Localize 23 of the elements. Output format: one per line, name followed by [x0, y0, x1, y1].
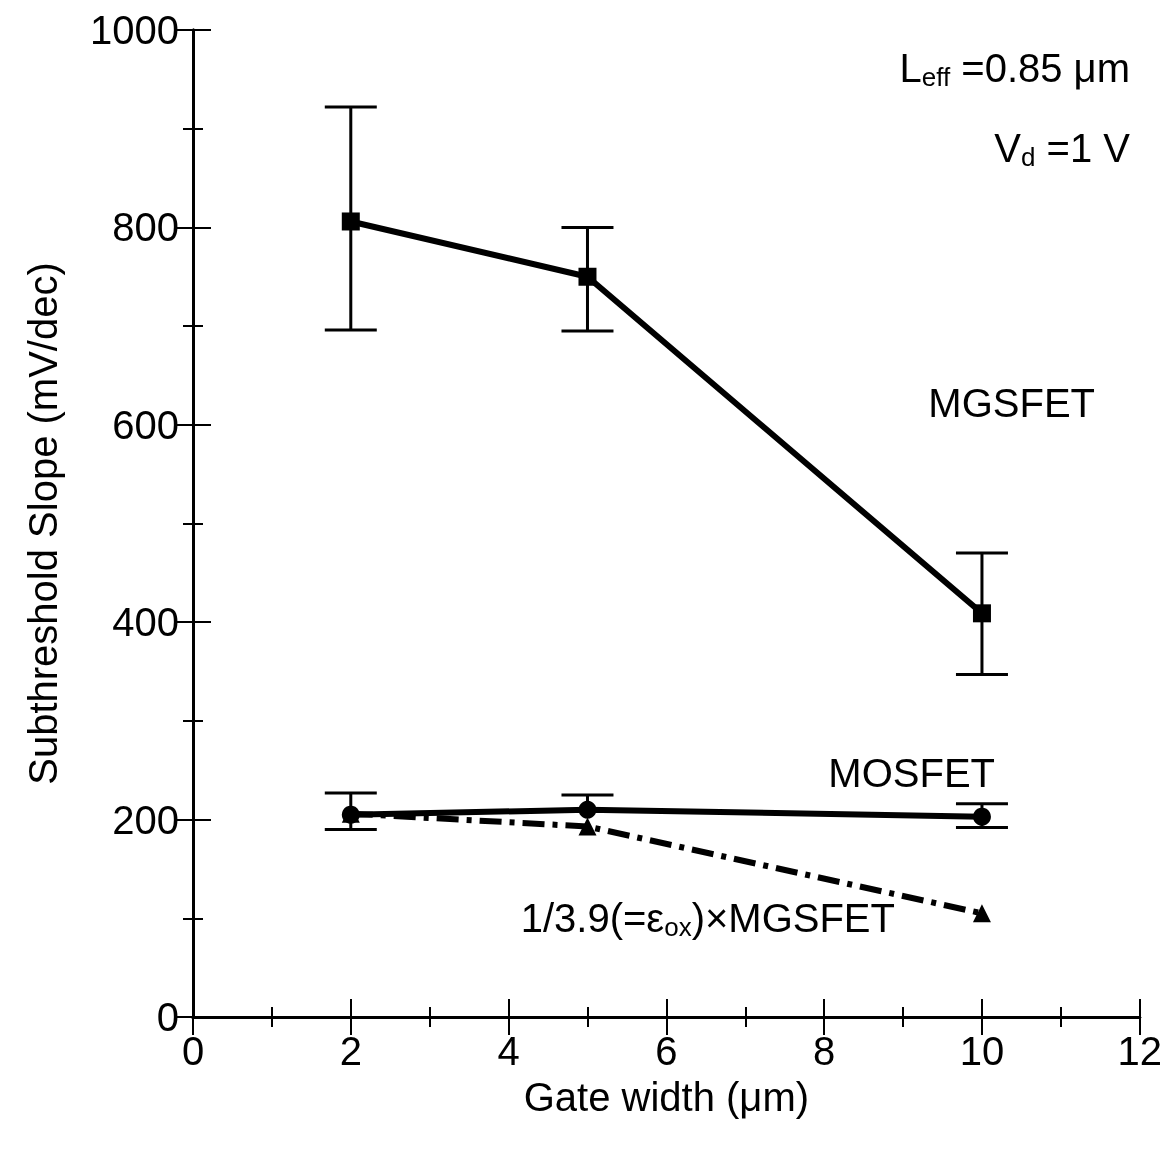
x-axis-title: Gate width (μm) [523, 1075, 810, 1119]
x-tick-label: 6 [655, 1029, 678, 1073]
y-tick-label: 200 [112, 797, 179, 842]
point [578, 800, 597, 819]
x-tick-label: 12 [1117, 1029, 1162, 1073]
x-tick-label: 2 [339, 1029, 362, 1073]
point [578, 817, 597, 836]
annotation: MOSFET [828, 751, 996, 795]
x-tick-label: 10 [959, 1029, 1005, 1073]
point [972, 807, 991, 826]
y-tick-label: 800 [112, 205, 179, 250]
point [972, 904, 991, 923]
y-tick-label: 1000 [90, 8, 179, 52]
point [578, 267, 597, 286]
x-tick-label: 4 [497, 1029, 520, 1073]
y-tick-label: 0 [156, 995, 179, 1039]
y-axis-title: Subthreshold Slope (mV/dec) [21, 262, 65, 785]
annotation: MGSFET [928, 381, 1096, 425]
y-tick-label: 400 [112, 600, 179, 645]
y-tick-label: 600 [112, 402, 179, 447]
point [972, 604, 991, 623]
x-tick-label: 8 [813, 1029, 836, 1073]
point [341, 212, 360, 231]
